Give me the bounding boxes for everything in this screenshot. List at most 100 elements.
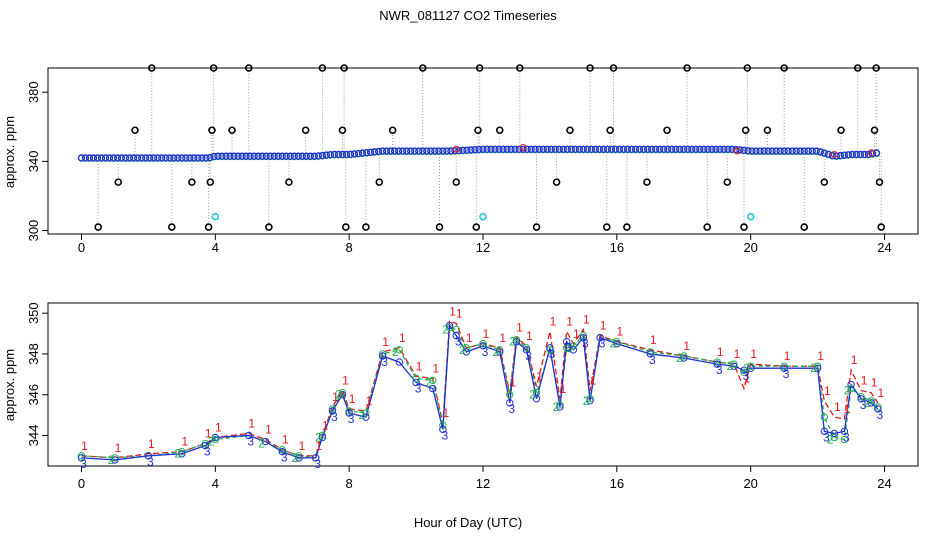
series-2-glyph: 2	[208, 435, 215, 449]
top-series-point	[138, 154, 146, 162]
top-outlier-point	[566, 126, 574, 135]
top-outlier-point	[209, 64, 218, 72]
top-outlier-point	[114, 178, 123, 186]
series-1-glyph: 1	[342, 374, 349, 388]
top-series-point	[800, 147, 808, 155]
top-series-point	[463, 146, 471, 154]
top-series-point	[672, 145, 680, 153]
series-2-point	[847, 384, 855, 393]
series-2-glyph: 2	[529, 388, 536, 402]
top-series-point	[503, 145, 511, 153]
top-series-point	[419, 147, 427, 155]
series-2-point	[479, 340, 487, 348]
top-outlier-point	[552, 178, 561, 186]
series-1-glyph: 1	[600, 319, 607, 333]
series-1-glyph: 1	[399, 331, 406, 345]
top-outlier-point	[147, 64, 156, 72]
series-3-point	[245, 431, 253, 440]
series-1-glyph: 1	[449, 304, 456, 318]
top-series-point	[238, 152, 246, 160]
top-series-point	[158, 154, 166, 162]
series-1-glyph: 1	[851, 353, 858, 367]
top-series-point	[262, 152, 270, 160]
top-series-point	[286, 152, 294, 160]
top-series-point	[487, 145, 495, 153]
top-series-point	[804, 147, 812, 155]
top-series-point	[660, 145, 668, 153]
top-series-point	[346, 150, 355, 158]
top-series-point	[495, 145, 503, 153]
top-outlier-point	[723, 178, 732, 186]
top-series-point	[780, 147, 788, 155]
series-2-point	[345, 407, 353, 415]
series-3-point	[780, 364, 788, 372]
top-series-point	[684, 145, 692, 153]
bottom-y-axis-label: approx. ppm	[2, 349, 17, 421]
series-1-glyph: 1	[366, 394, 373, 408]
top-outlier-point	[188, 178, 196, 186]
top-series-point	[435, 147, 443, 155]
top-series-point	[350, 150, 359, 158]
top-series-point	[607, 145, 616, 153]
series-3-point	[338, 390, 347, 399]
series-2-point	[462, 344, 470, 352]
top-series-point	[451, 147, 459, 155]
top-series-point	[499, 145, 507, 153]
top-series-point	[218, 152, 226, 160]
top-series-point	[274, 152, 282, 160]
top-series-point	[125, 154, 134, 162]
top-series-point	[226, 152, 234, 160]
top-series-point	[306, 152, 314, 160]
series-2-point	[201, 439, 209, 448]
series-3-glyph: 3	[442, 428, 449, 442]
top-series-point	[664, 145, 672, 153]
top-series-point	[178, 154, 186, 162]
top-outlier-point	[603, 223, 611, 231]
series-1-glyph: 1	[617, 325, 624, 339]
series-2-glyph: 2	[676, 351, 683, 365]
series-2-point	[295, 452, 303, 460]
top-outlier-point	[244, 64, 253, 72]
top-outlier-point	[875, 178, 884, 186]
top-outlier-point	[872, 64, 880, 72]
top-series-point	[555, 145, 563, 153]
series-2-point	[613, 338, 621, 346]
series-3-point	[586, 397, 594, 405]
top-series-point	[571, 145, 580, 153]
top-series-point	[595, 145, 604, 153]
series-1-glyph: 1	[560, 382, 567, 396]
series-2-glyph: 2	[315, 430, 322, 444]
top-series-point	[134, 154, 142, 162]
top-series-point	[748, 147, 756, 155]
top-series-point	[680, 145, 688, 153]
series-1-glyph: 1	[817, 349, 824, 363]
top-series-point	[796, 147, 804, 155]
top-outlier-point	[800, 223, 809, 231]
series-2-glyph: 2	[108, 453, 115, 467]
series-3-glyph: 3	[381, 355, 388, 369]
series-3-glyph: 3	[80, 457, 87, 471]
series-2-point	[338, 388, 347, 397]
series-3-glyph: 3	[415, 381, 422, 395]
top-series-point	[431, 147, 439, 155]
series-2-point	[439, 421, 447, 429]
top-series-point	[443, 147, 451, 155]
top-series-point	[330, 150, 339, 159]
series-2-glyph: 2	[566, 341, 573, 355]
series-1-glyph: 1	[573, 327, 580, 341]
top-series-point	[756, 147, 764, 155]
series-3-point	[178, 450, 186, 458]
top-outlier-point	[741, 126, 750, 135]
series-2-point	[318, 431, 327, 440]
bottom-x-tick-label: 20	[743, 476, 757, 491]
top-series-point	[764, 147, 772, 155]
top-series-point	[559, 145, 567, 153]
series-1-glyph: 1	[509, 376, 516, 390]
top-x-tick-label: 16	[610, 240, 624, 255]
top-series-point	[848, 150, 857, 159]
top-series-point	[246, 152, 254, 160]
top-series-point	[844, 151, 853, 159]
top-series-point	[539, 145, 547, 153]
series-1-glyph: 1	[332, 390, 339, 404]
bottom-x-tick-label: 12	[476, 476, 490, 491]
